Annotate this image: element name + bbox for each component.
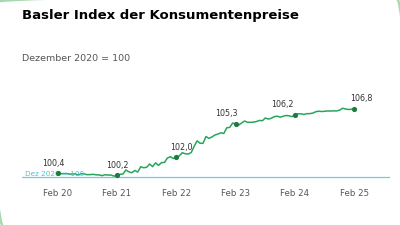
Point (351, 107, 358, 110)
Point (232, 122, 239, 126)
Text: Basler Index der Konsumentenpreise: Basler Index der Konsumentenpreise (22, 9, 299, 22)
Point (114, 174, 120, 177)
Point (292, 113, 298, 117)
Point (173, 155, 180, 159)
Point (54, 172, 61, 175)
Text: 106,2: 106,2 (271, 100, 293, 109)
Text: 100,2: 100,2 (106, 161, 128, 170)
Text: 102,0: 102,0 (170, 143, 192, 152)
Text: Dez 2020 = 100: Dez 2020 = 100 (25, 171, 84, 177)
Text: Dezember 2020 = 100: Dezember 2020 = 100 (22, 54, 130, 63)
Text: 100,4: 100,4 (42, 159, 64, 168)
Text: 106,8: 106,8 (350, 94, 373, 103)
Text: 105,3: 105,3 (216, 109, 238, 118)
